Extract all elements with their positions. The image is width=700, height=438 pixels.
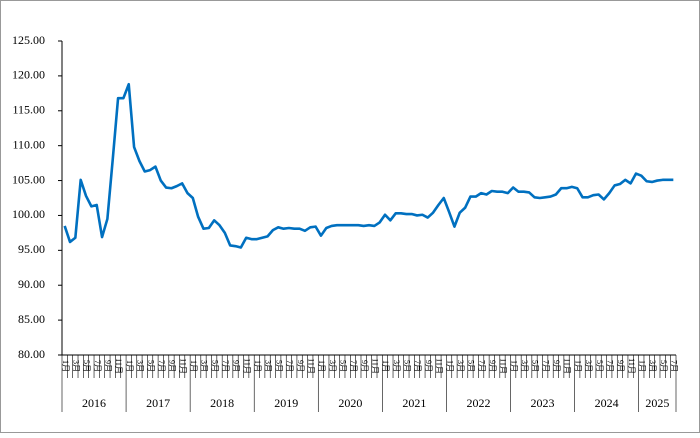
data-line (63, 82, 674, 249)
x-tick-label: 3月 (456, 360, 465, 372)
x-tick-label: 5月 (531, 360, 540, 372)
year-label: 2023 (531, 396, 555, 410)
x-tick-label: 9月 (104, 360, 113, 372)
x-tick-label: 1月 (253, 360, 262, 372)
x-tick-label: 7月 (477, 360, 486, 372)
x-tick-label: 11月 (563, 358, 572, 374)
x-tick-label: 3月 (392, 360, 401, 372)
x-tick-label: 9月 (552, 360, 561, 372)
x-tick-label: 9月 (232, 360, 241, 372)
year-label: 2018 (210, 396, 234, 410)
y-tick-label: 125.00 (12, 33, 45, 47)
x-tick-label: 7月 (541, 360, 550, 372)
year-label: 2020 (338, 396, 362, 410)
y-tick-label: 85.00 (18, 312, 45, 326)
x-tick-label: 5月 (403, 360, 412, 372)
x-tick-label: 1月 (189, 360, 198, 372)
x-tick-label: 11月 (178, 358, 187, 374)
x-tick-label: 11月 (499, 358, 508, 374)
x-tick-label: 9月 (424, 360, 433, 372)
x-tick-label: 3月 (264, 360, 273, 372)
x-tick-label: 1月 (445, 360, 454, 372)
x-tick-label: 9月 (168, 360, 177, 372)
x-tick-label: 3月 (328, 360, 337, 372)
x-tick-label: 5月 (659, 360, 668, 372)
y-tick-label: 110.00 (12, 137, 45, 151)
x-tick-label: 7月 (157, 360, 166, 372)
y-tick-label: 100.00 (12, 207, 45, 221)
x-tick-label: 5月 (82, 360, 91, 372)
x-tick-label: 9月 (296, 360, 305, 372)
x-tick-label: 3月 (584, 360, 593, 372)
x-tick-label: 9月 (488, 360, 497, 372)
year-label: 2024 (595, 396, 619, 410)
x-tick-label: 5月 (467, 360, 476, 372)
x-tick-label: 1月 (61, 360, 70, 372)
x-tick-label: 11月 (306, 358, 315, 374)
y-tick-label: 120.00 (12, 68, 45, 82)
x-tick-label: 7月 (349, 360, 358, 372)
x-tick-label: 11月 (242, 358, 251, 374)
year-label: 2017 (146, 396, 170, 410)
x-tick-label: 11月 (114, 358, 123, 374)
x-tick-label: 3月 (520, 360, 529, 372)
x-tick-label: 3月 (648, 360, 657, 372)
y-tick-label: 80.00 (18, 347, 45, 361)
x-tick-label: 5月 (338, 360, 347, 372)
x-tick-label: 11月 (370, 358, 379, 374)
x-tick-label: 5月 (595, 360, 604, 372)
x-tick-label: 3月 (136, 360, 145, 372)
x-tick-label: 1月 (637, 360, 646, 372)
year-label: 2021 (402, 396, 426, 410)
x-tick-label: 11月 (435, 358, 444, 374)
x-tick-label: 1月 (317, 360, 326, 372)
x-tick-label: 5月 (146, 360, 155, 372)
x-tick-label: 7月 (93, 360, 102, 372)
x-tick-label: 11月 (627, 358, 636, 374)
y-tick-label: 115.00 (12, 103, 45, 117)
year-label: 2016 (82, 396, 106, 410)
x-tick-label: 1月 (573, 360, 582, 372)
x-tick-label: 9月 (616, 360, 625, 372)
x-tick-label: 7月 (605, 360, 614, 372)
y-tick-label: 105.00 (12, 172, 45, 186)
x-tick-label: 7月 (669, 360, 678, 372)
x-tick-label: 7月 (221, 360, 230, 372)
x-tick-label: 7月 (413, 360, 422, 372)
x-tick-label: 9月 (360, 360, 369, 372)
year-label: 2025 (645, 396, 669, 410)
x-tick-label: 5月 (274, 360, 283, 372)
x-tick-label: 3月 (72, 360, 81, 372)
x-tick-label: 1月 (125, 360, 134, 372)
year-label: 2022 (466, 396, 490, 410)
x-tick-label: 1月 (509, 360, 518, 372)
x-tick-label: 5月 (210, 360, 219, 372)
x-tick-label: 7月 (285, 360, 294, 372)
x-tick-label: 3月 (200, 360, 209, 372)
y-tick-label: 95.00 (18, 242, 45, 256)
x-tick-label: 1月 (381, 360, 390, 372)
year-label: 2019 (274, 396, 298, 410)
y-tick-label: 90.00 (18, 277, 45, 291)
